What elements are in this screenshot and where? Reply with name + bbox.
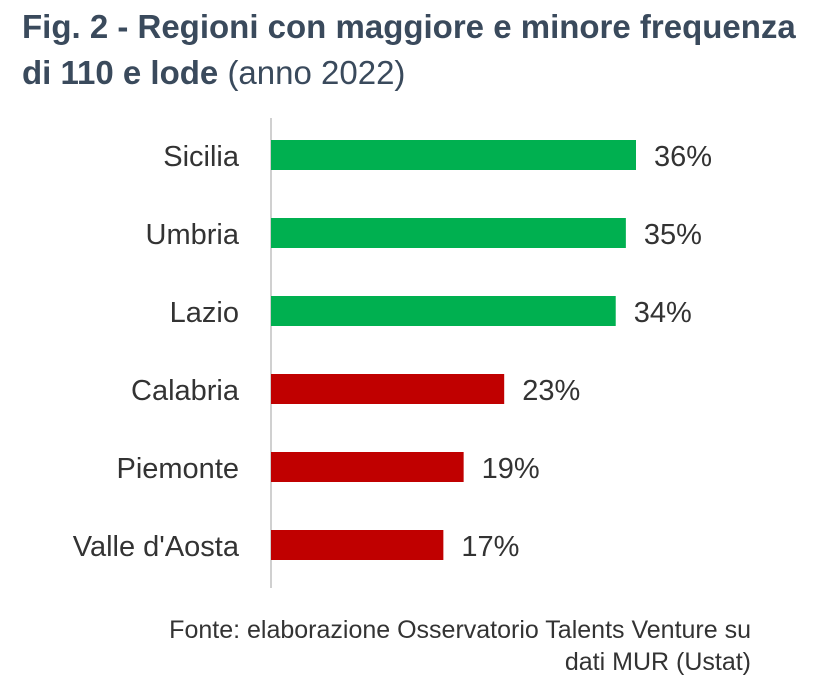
category-label-valle-d-aosta: Valle d'Aosta [73,531,240,563]
source-line-1: Fonte: elaborazione Osservatorio Talents… [169,616,751,644]
value-label-piemonte: 19% [482,453,540,485]
value-label-lazio: 34% [634,297,692,329]
value-label-sicilia: 36% [654,141,712,173]
value-label-valle-d-aosta: 17% [461,531,519,563]
source-line-2: dati MUR (Ustat) [564,648,751,676]
bar-lazio [271,296,616,326]
bar-calabria [271,374,505,404]
value-label-calabria: 23% [522,375,580,407]
bar-piemonte [271,452,464,482]
category-label-umbria: Umbria [146,219,240,251]
category-label-sicilia: Sicilia [163,141,240,173]
chart-title-year: (anno 2022) [227,54,406,91]
bar-umbria [271,218,626,248]
category-label-piemonte: Piemonte [116,453,239,485]
category-label-lazio: Lazio [170,297,239,329]
value-label-umbria: 35% [644,219,702,251]
category-label-calabria: Calabria [131,375,240,407]
chart-source: Fonte: elaborazione Osservatorio Talents… [11,614,751,678]
chart-title: Fig. 2 - Regioni con maggiore e minore f… [22,4,802,96]
bar-valle-d-aosta [271,530,444,560]
bar-chart: Sicilia 36% Umbria 35% Lazio 34% Calabria 23% Pi… [73,118,712,588]
chart-title-main: Fig. 2 - Regioni con maggiore e minore f… [22,8,796,91]
bar-sicilia [271,140,636,170]
